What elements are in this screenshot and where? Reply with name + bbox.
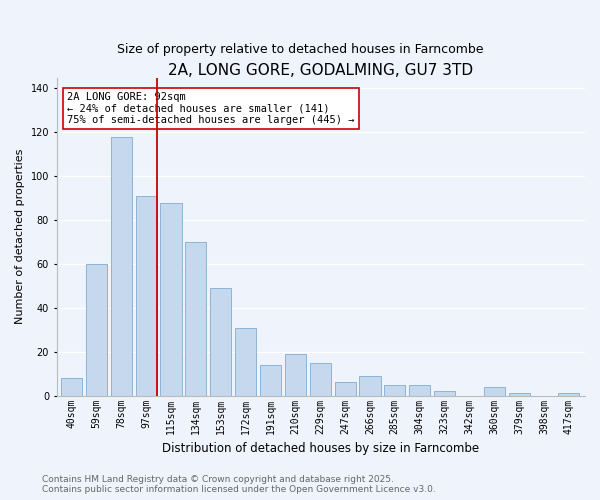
Bar bbox=[434, 392, 455, 396]
Bar bbox=[210, 288, 232, 396]
Bar bbox=[359, 376, 380, 396]
Title: 2A, LONG GORE, GODALMING, GU7 3TD: 2A, LONG GORE, GODALMING, GU7 3TD bbox=[168, 62, 473, 78]
Bar bbox=[235, 328, 256, 396]
Text: Contains HM Land Registry data © Crown copyright and database right 2025.
Contai: Contains HM Land Registry data © Crown c… bbox=[42, 474, 436, 494]
Bar bbox=[484, 387, 505, 396]
Text: 2A LONG GORE: 92sqm
← 24% of detached houses are smaller (141)
75% of semi-detac: 2A LONG GORE: 92sqm ← 24% of detached ho… bbox=[67, 92, 355, 125]
Bar bbox=[86, 264, 107, 396]
X-axis label: Distribution of detached houses by size in Farncombe: Distribution of detached houses by size … bbox=[162, 442, 479, 455]
Text: Size of property relative to detached houses in Farncombe: Size of property relative to detached ho… bbox=[117, 42, 483, 56]
Bar bbox=[185, 242, 206, 396]
Y-axis label: Number of detached properties: Number of detached properties bbox=[15, 149, 25, 324]
Bar bbox=[509, 394, 530, 396]
Bar bbox=[558, 394, 580, 396]
Bar bbox=[260, 365, 281, 396]
Bar bbox=[136, 196, 157, 396]
Bar bbox=[409, 384, 430, 396]
Bar bbox=[384, 384, 406, 396]
Bar bbox=[61, 378, 82, 396]
Bar bbox=[335, 382, 356, 396]
Bar bbox=[310, 362, 331, 396]
Bar bbox=[160, 202, 182, 396]
Bar bbox=[285, 354, 306, 396]
Bar bbox=[111, 136, 132, 396]
